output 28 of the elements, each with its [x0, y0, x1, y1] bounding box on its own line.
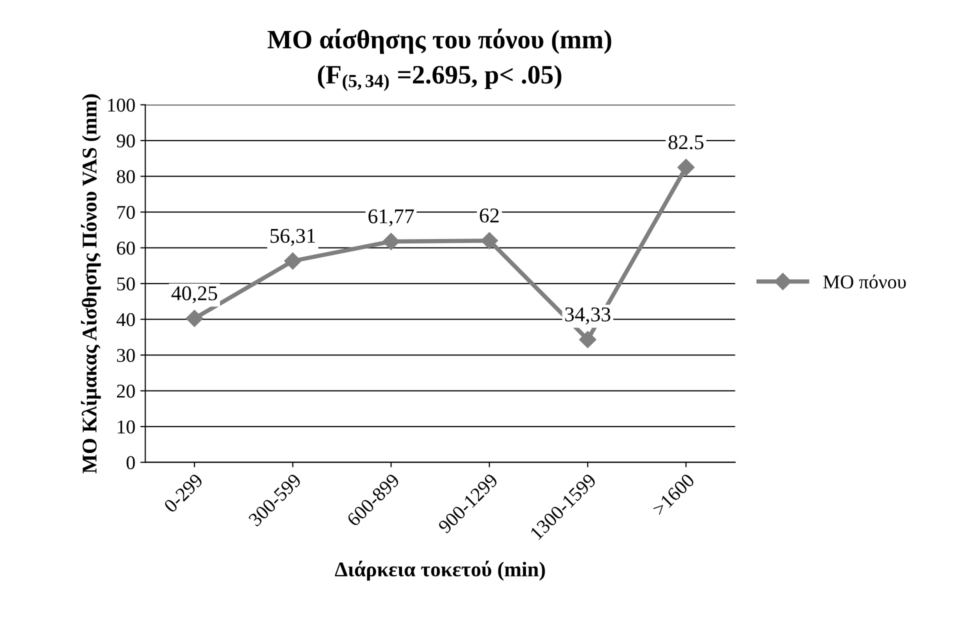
- y-tick-label: 20: [117, 384, 135, 398]
- point: [480, 232, 498, 250]
- y-tick-label: 50: [117, 277, 135, 290]
- y-tick-label: 70: [117, 206, 135, 219]
- y-tick-label: 40: [116, 313, 135, 326]
- chart-title: ΜΟ αίσθησης του πόνου (mm): [268, 28, 612, 54]
- y-tick-label: 90: [116, 134, 135, 148]
- point: [579, 331, 596, 348]
- y-tick-label: 10: [118, 420, 135, 434]
- y-axis-title: ΜΟ Κλίμακας Αίσθησης Πόνου VAS (mm): [80, 94, 101, 474]
- data-label: 82.5: [668, 135, 704, 150]
- x-axis-title: Διάρκεια τοκετού (min): [334, 560, 545, 581]
- data-label: 61,77: [368, 209, 414, 226]
- y-tick-label: 100: [108, 98, 135, 112]
- point: [382, 232, 400, 250]
- data-label: 34,33: [565, 307, 610, 324]
- y-tick-label: 80: [116, 170, 135, 184]
- data-label: 40,25: [171, 286, 218, 304]
- point: [284, 252, 302, 270]
- point: [677, 158, 695, 176]
- y-tick-label: 30: [117, 348, 135, 362]
- data-label: 62: [480, 208, 499, 223]
- y-tick-label: 60: [116, 242, 135, 255]
- y-tick-label: 0: [126, 456, 135, 470]
- chart-subtitle: (F$_{(5,34)}$ =2.695, p< .05): [318, 65, 562, 91]
- legend-label: ΜΟ πόνου: [823, 274, 906, 288]
- point: [186, 310, 204, 327]
- data-label: 56,31: [270, 228, 315, 246]
